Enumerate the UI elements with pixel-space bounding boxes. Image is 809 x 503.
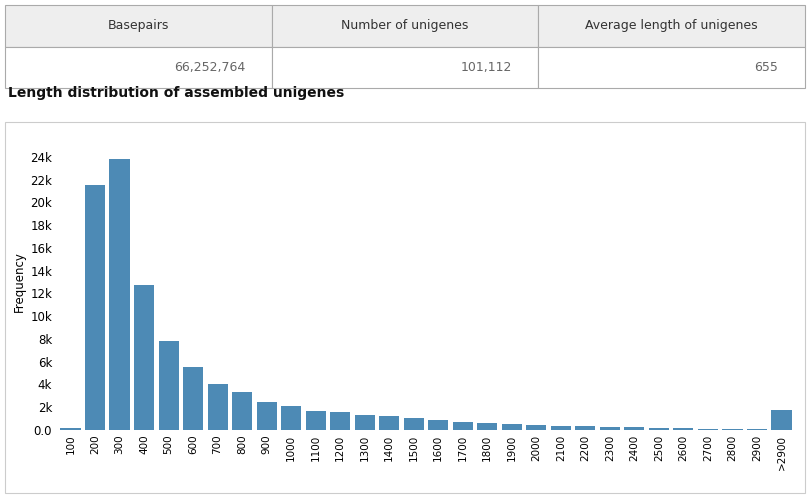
Bar — [379, 416, 400, 430]
Bar — [404, 417, 424, 430]
Bar — [85, 185, 105, 430]
Bar — [159, 341, 179, 430]
Bar — [256, 401, 277, 430]
Bar — [551, 426, 571, 430]
Bar — [673, 428, 693, 430]
Bar — [698, 429, 718, 430]
Bar — [281, 406, 301, 430]
Text: Length distribution of assembled unigenes: Length distribution of assembled unigene… — [8, 86, 345, 100]
Bar — [232, 392, 252, 430]
Bar — [306, 410, 326, 430]
Bar — [453, 422, 472, 430]
Bar — [61, 428, 81, 430]
Bar — [208, 384, 227, 430]
Y-axis label: Frequency: Frequency — [13, 252, 26, 312]
Bar — [109, 159, 129, 430]
Bar — [722, 429, 743, 430]
Bar — [330, 412, 350, 430]
Bar — [354, 415, 375, 430]
Bar — [625, 428, 645, 430]
Bar — [649, 428, 669, 430]
Bar — [502, 425, 522, 430]
Bar — [134, 285, 154, 430]
Bar — [428, 420, 448, 430]
Bar — [575, 427, 595, 430]
Bar — [599, 427, 620, 430]
Bar — [772, 409, 791, 430]
Bar — [527, 425, 546, 430]
Bar — [477, 423, 498, 430]
Bar — [183, 367, 203, 430]
